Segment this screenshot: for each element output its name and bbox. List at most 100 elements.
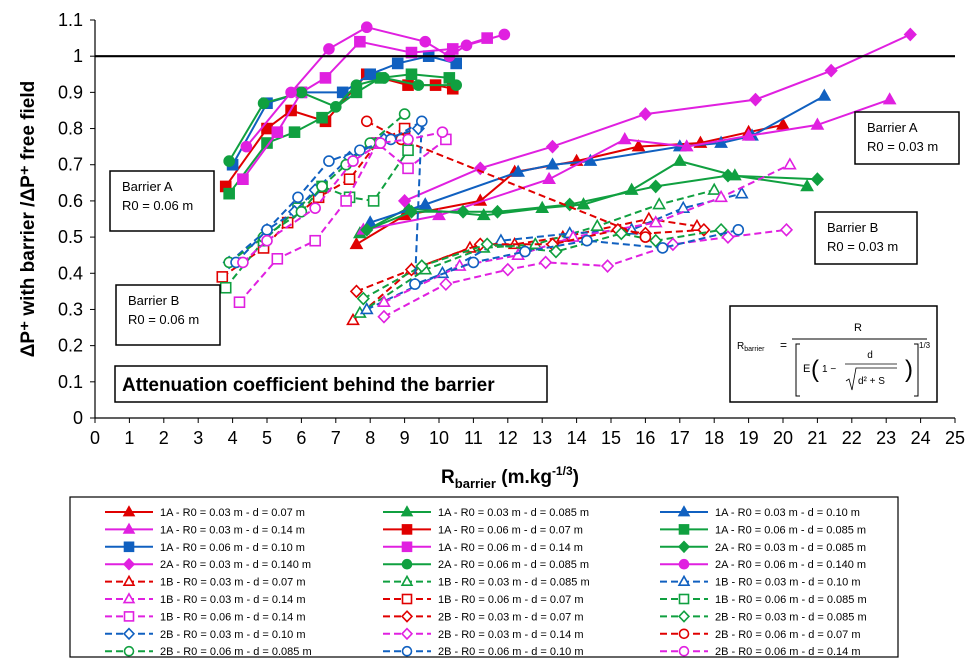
data-point bbox=[329, 101, 342, 113]
x-tick-label: 18 bbox=[704, 428, 724, 448]
legend-label: 2B - R0 = 0.03 m - d = 0.10 m bbox=[160, 629, 306, 641]
legend-swatch-marker bbox=[678, 593, 690, 605]
data-point bbox=[824, 63, 838, 78]
data-point bbox=[402, 133, 414, 146]
barrier-a-r003-box-frame bbox=[854, 111, 960, 165]
data-point bbox=[566, 229, 581, 242]
data-point bbox=[343, 173, 356, 185]
x-tick-label: 13 bbox=[532, 428, 552, 448]
data-point bbox=[460, 39, 473, 52]
legend-label: 2B - R0 = 0.06 m - d = 0.14 m bbox=[715, 646, 861, 658]
data-point bbox=[360, 115, 373, 128]
legend-label: 2B - R0 = 0.06 m - d = 0.085 m bbox=[160, 646, 312, 658]
barrier-b-r006-box-line: Barrier B bbox=[128, 293, 179, 308]
legend-swatch-marker bbox=[400, 627, 414, 641]
data-point bbox=[779, 222, 794, 237]
series-3 bbox=[363, 88, 832, 228]
barrier-a-r006-box-line: R0 = 0.06 m bbox=[122, 198, 193, 213]
data-point bbox=[494, 233, 508, 246]
y-tick-label: 0.3 bbox=[58, 299, 83, 319]
legend-entry-14: 1B - R0 = 0.03 m - d = 0.085 m bbox=[383, 574, 590, 589]
data-point bbox=[452, 258, 467, 271]
data-point bbox=[614, 226, 628, 241]
data-point bbox=[340, 195, 352, 207]
legend-label: 2B - R0 = 0.03 m - d = 0.085 m bbox=[715, 611, 867, 623]
formula-inner-num: d bbox=[867, 350, 873, 361]
legend-entry-12: 2A - R0 = 0.06 m - d = 0.140 m bbox=[660, 558, 866, 571]
formula-right-paren: ) bbox=[905, 356, 913, 383]
legend-label: 1B - R0 = 0.03 m - d = 0.14 m bbox=[160, 594, 306, 606]
data-point bbox=[354, 35, 366, 48]
formula-sqrt-arg: d² + S bbox=[858, 376, 885, 387]
formula-e: E bbox=[803, 363, 810, 375]
data-point bbox=[354, 144, 366, 157]
data-point bbox=[412, 79, 425, 91]
data-point bbox=[271, 253, 284, 265]
data-point bbox=[817, 88, 832, 101]
barrier-b-r006-box-line: R0 = 0.06 m bbox=[128, 312, 199, 327]
y-tick-label: 0.4 bbox=[58, 263, 83, 283]
legend-swatch-marker bbox=[123, 645, 135, 657]
data-point bbox=[490, 204, 505, 219]
data-point bbox=[443, 72, 456, 84]
legend-swatch-marker bbox=[400, 574, 414, 587]
data-point bbox=[436, 126, 449, 138]
x-tick-label: 11 bbox=[464, 428, 483, 448]
formula-sqrt-sign bbox=[845, 367, 897, 391]
series-26 bbox=[230, 115, 745, 290]
data-point bbox=[415, 115, 428, 128]
data-point bbox=[734, 186, 749, 199]
legend-entry-1: 1A - R0 = 0.03 m - d = 0.07 m bbox=[105, 505, 305, 519]
series-line bbox=[383, 228, 787, 318]
legend-label: 1B - R0 = 0.03 m - d = 0.07 m bbox=[160, 577, 306, 589]
legend-entry-11: 2A - R0 = 0.06 m - d = 0.085 m bbox=[383, 558, 589, 571]
data-point bbox=[882, 92, 897, 105]
x-tick-label: 4 bbox=[228, 428, 238, 448]
legend-entry-27: 2B - R0 = 0.06 m - d = 0.14 m bbox=[660, 645, 861, 658]
legend-label: 1B - R0 = 0.06 m - d = 0.07 m bbox=[438, 594, 584, 606]
barrier-a-r006-box-frame bbox=[109, 170, 215, 232]
data-point bbox=[549, 244, 563, 259]
data-point bbox=[350, 79, 363, 91]
x-tick-label: 14 bbox=[567, 428, 587, 448]
legend-swatch-marker bbox=[122, 627, 136, 641]
formula-numerator: R bbox=[854, 322, 862, 334]
data-point bbox=[721, 230, 735, 244]
annotations: Barrier A R0 = 0.06 m Barrier B R0 = 0.06 m… bbox=[109, 111, 960, 403]
legend-swatch-marker bbox=[401, 541, 413, 553]
formula-left-bracket bbox=[795, 343, 800, 397]
data-point bbox=[374, 137, 387, 149]
data-point bbox=[639, 231, 652, 243]
legend-entry-4: 1A - R0 = 0.03 m - d = 0.14 m bbox=[105, 522, 305, 536]
data-point bbox=[741, 128, 756, 141]
y-tick-label: 0.5 bbox=[58, 227, 83, 247]
y-tick-label: 0.8 bbox=[58, 119, 83, 139]
legend-entry-8: 1A - R0 = 0.06 m - d = 0.14 m bbox=[383, 541, 583, 554]
data-point bbox=[800, 179, 814, 192]
data-point bbox=[511, 164, 525, 177]
legend-swatch-marker bbox=[677, 505, 691, 517]
data-point bbox=[542, 171, 556, 184]
data-point bbox=[356, 291, 370, 306]
title-box: Attenuation coefficient behind the barri… bbox=[114, 365, 548, 403]
legend-entry-3: 1A - R0 = 0.03 m - d = 0.10 m bbox=[660, 505, 860, 519]
legend-entry-5: 1A - R0 = 0.06 m - d = 0.07 m bbox=[383, 524, 583, 536]
data-point bbox=[377, 294, 391, 308]
legend-swatch-marker bbox=[122, 505, 136, 517]
data-point bbox=[649, 179, 663, 194]
data-point bbox=[415, 259, 429, 273]
legend-swatch-marker bbox=[678, 628, 690, 640]
formula-frame bbox=[729, 305, 938, 403]
data-point bbox=[233, 296, 246, 309]
legend-label: 1B - R0 = 0.03 m - d = 0.085 m bbox=[438, 577, 590, 589]
x-tick-label: 23 bbox=[876, 428, 896, 448]
data-point bbox=[810, 117, 825, 130]
formula-left-paren: ( bbox=[811, 356, 819, 383]
plot-area bbox=[216, 21, 917, 326]
data-point bbox=[323, 155, 335, 167]
legend-entry-10: 2A - R0 = 0.03 m - d = 0.140 m bbox=[105, 557, 311, 571]
data-point bbox=[219, 281, 232, 294]
data-point bbox=[402, 144, 414, 157]
barrier-a-r003-box: Barrier A R0 = 0.03 m bbox=[854, 111, 960, 165]
x-tick-label: 1 bbox=[124, 428, 134, 448]
